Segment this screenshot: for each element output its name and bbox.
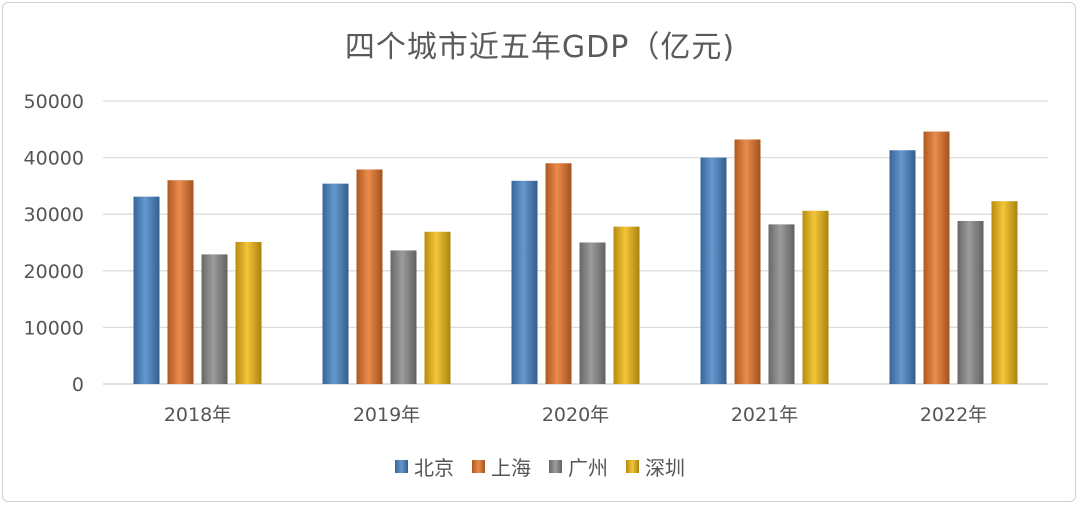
bar-2-3 [390, 250, 417, 384]
y-tick-label: 10000 [24, 317, 84, 339]
y-tick-label: 20000 [24, 261, 84, 283]
bar-1-3 [201, 254, 228, 384]
x-axis-ticks: 2018年 2019年 2020年 2021年 2022年 [164, 404, 987, 426]
legend: 北京 上海 广州 深圳 [0, 452, 1080, 481]
x-tick-label: 2022年 [920, 404, 987, 426]
x-tick-label: 2021年 [731, 404, 798, 426]
y-tick-label: 50000 [24, 91, 84, 113]
x-tick-label: 2018年 [164, 404, 231, 426]
bar-3-4 [613, 226, 640, 384]
legend-item: 广州 [549, 452, 608, 481]
legend-swatch [472, 460, 485, 473]
bar-2-1 [322, 183, 349, 384]
y-axis-ticks: 0 10000 20000 30000 40000 50000 [24, 91, 84, 396]
bars [133, 131, 1018, 384]
bar-2-2 [356, 169, 383, 384]
bar-4-1 [700, 157, 727, 384]
legend-label: 广州 [568, 456, 608, 480]
bar-5-3 [957, 220, 984, 384]
y-tick-label: 40000 [24, 148, 84, 170]
bar-3-3 [579, 242, 606, 384]
x-tick-label: 2020年 [542, 404, 609, 426]
legend-label: 深圳 [645, 456, 685, 480]
bar-3-2 [545, 163, 572, 384]
legend-item: 北京 [395, 452, 454, 481]
bar-3-1 [511, 180, 538, 384]
bar-1-4 [235, 241, 262, 384]
bar-5-4 [991, 201, 1018, 384]
bar-2-4 [424, 231, 451, 384]
bar-1-1 [133, 196, 160, 384]
x-tick-label: 2019年 [353, 404, 420, 426]
legend-swatch [395, 460, 408, 473]
legend-label: 北京 [414, 456, 454, 480]
legend-item: 深圳 [626, 452, 685, 481]
bar-5-2 [923, 131, 950, 384]
legend-swatch [549, 460, 562, 473]
bar-4-2 [734, 139, 761, 384]
bar-5-1 [889, 150, 916, 384]
legend-label: 上海 [491, 456, 531, 480]
legend-item: 上海 [472, 452, 531, 481]
bar-4-3 [768, 224, 795, 384]
legend-swatch [626, 460, 639, 473]
bar-4-4 [802, 210, 829, 384]
y-tick-label: 30000 [24, 204, 84, 226]
bar-1-2 [167, 180, 194, 384]
chart-title: 四个城市近五年GDP（亿元) [344, 30, 736, 65]
y-tick-label: 0 [72, 374, 84, 396]
